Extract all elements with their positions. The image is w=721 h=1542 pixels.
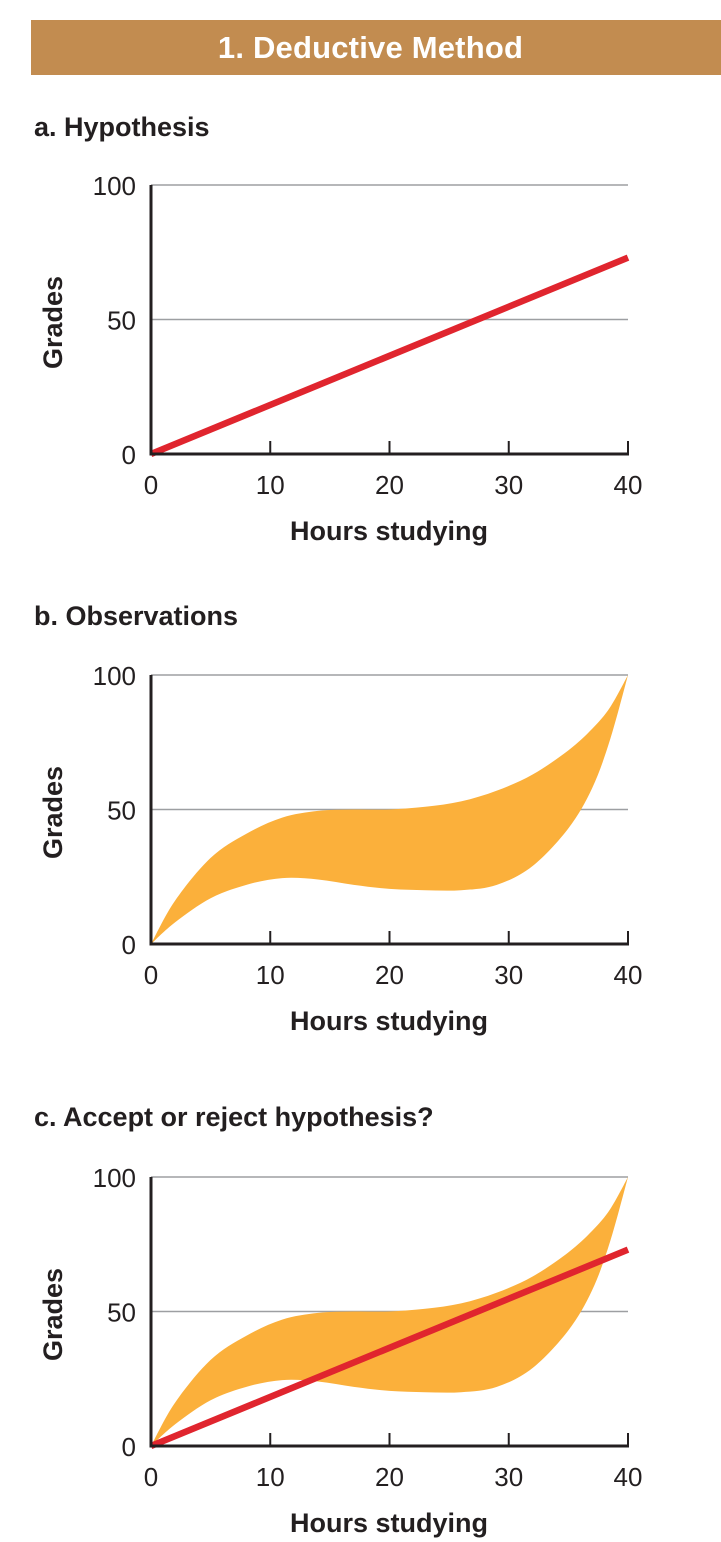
x-tick-label-10: 10 <box>256 470 285 500</box>
observation-band <box>151 1177 628 1446</box>
y-tick-label-0: 0 <box>122 1432 136 1462</box>
x-axis-title: Hours studying <box>290 516 488 546</box>
comparison-chart: 0 10 20 30 40 0 50 100 Hours studying Grades <box>38 1163 643 1538</box>
panel-b-title: b. Observations <box>34 601 239 631</box>
x-tick-label-40: 40 <box>614 470 643 500</box>
y-tick-label-50: 50 <box>107 1298 136 1328</box>
x-tick-label-30: 30 <box>494 960 523 990</box>
hypothesis-chart: 0 10 20 30 40 0 50 100 Hours studying Grades <box>38 171 643 546</box>
observations-chart: 0 10 20 30 40 0 50 100 Hours studying Grades <box>38 661 643 1036</box>
section-title: 1. Deductive Method <box>217 30 524 65</box>
y-tick-label-50: 50 <box>107 796 136 826</box>
x-tick-label-30: 30 <box>494 1462 523 1492</box>
x-tick-label-20: 20 <box>375 470 404 500</box>
y-tick-label-0: 0 <box>122 440 136 470</box>
section-banner: 1. Deductive Method <box>31 20 721 75</box>
y-tick-label-100: 100 <box>93 171 136 201</box>
x-tick-label-0: 0 <box>144 470 158 500</box>
x-tick-label-40: 40 <box>614 1462 643 1492</box>
x-tick-label-20: 20 <box>375 960 404 990</box>
y-tick-label-100: 100 <box>93 661 136 691</box>
hypothesis-line <box>149 1246 630 1450</box>
y-tick-label-100: 100 <box>93 1163 136 1193</box>
x-tick-label-10: 10 <box>256 960 285 990</box>
x-tick-label-10: 10 <box>256 1462 285 1492</box>
hypothesis-line <box>149 254 630 458</box>
panel-c-title: c. Accept or reject hypothesis? <box>34 1102 434 1132</box>
y-axis-title: Grades <box>38 1268 68 1361</box>
x-tick-label-20: 20 <box>375 1462 404 1492</box>
x-tick-label-0: 0 <box>144 1462 158 1492</box>
x-tick-label-40: 40 <box>614 960 643 990</box>
observation-band <box>151 675 628 944</box>
x-axis-title: Hours studying <box>290 1006 488 1036</box>
x-tick-label-30: 30 <box>494 470 523 500</box>
x-tick-label-0: 0 <box>144 960 158 990</box>
y-axis-title: Grades <box>38 276 68 369</box>
y-tick-label-50: 50 <box>107 306 136 336</box>
y-tick-label-0: 0 <box>122 930 136 960</box>
x-axis-title: Hours studying <box>290 1508 488 1538</box>
panel-a-title: a. Hypothesis <box>34 112 210 142</box>
y-axis-title: Grades <box>38 766 68 859</box>
